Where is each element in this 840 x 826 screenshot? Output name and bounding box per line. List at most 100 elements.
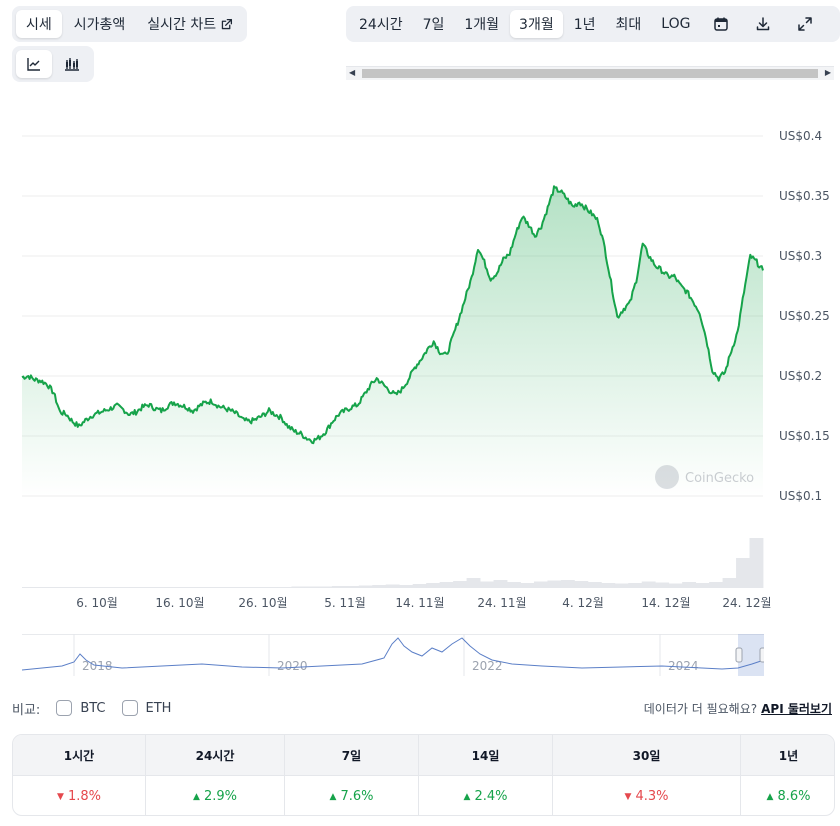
change-value: 2.9% bbox=[203, 789, 237, 804]
external-link-icon bbox=[221, 18, 233, 29]
navigator-year-label: 2024 bbox=[668, 659, 699, 673]
x-tick-label: 5. 11월 bbox=[324, 596, 366, 610]
range-7d[interactable]: 7일 bbox=[422, 17, 445, 33]
scroll-left-icon[interactable]: ◀ bbox=[349, 68, 356, 77]
x-tick-label: 24. 11월 bbox=[477, 596, 526, 610]
volume-bar bbox=[493, 580, 508, 588]
navigator-left-handle[interactable] bbox=[735, 647, 743, 663]
more-data-prompt: 데이터가 더 필요해요? API 둘러보기 bbox=[644, 698, 832, 718]
volume-bar bbox=[358, 585, 373, 588]
fullscreen-button[interactable] bbox=[785, 10, 825, 38]
volume-bar bbox=[331, 586, 346, 588]
volume-bar bbox=[385, 584, 400, 588]
volume-bar bbox=[224, 587, 238, 588]
line-chart-icon bbox=[27, 58, 40, 71]
y-tick-label: US$0.25 bbox=[779, 309, 830, 323]
change-cell: ▼ 4.3% bbox=[553, 776, 741, 815]
tab-live-chart[interactable]: 실시간 차트 bbox=[137, 10, 243, 38]
x-tick-label: 24. 12월 bbox=[722, 596, 771, 610]
period-header: 7일 bbox=[285, 735, 419, 776]
change-cell: ▼ 1.8% bbox=[13, 776, 146, 815]
range-1m[interactable]: 1개월 bbox=[464, 17, 500, 33]
range-navigator[interactable]: 2018 2020 2022 2024 bbox=[22, 634, 764, 676]
volume-bar bbox=[695, 583, 710, 588]
candlestick-button[interactable] bbox=[54, 50, 90, 78]
change-value: 8.6% bbox=[777, 789, 811, 804]
x-tick-label: 26. 10월 bbox=[238, 596, 287, 610]
compare-btc[interactable]: BTC bbox=[56, 700, 106, 716]
eth-checkbox[interactable] bbox=[121, 700, 138, 716]
compare-eth[interactable]: ETH bbox=[121, 700, 172, 716]
btc-checkbox[interactable] bbox=[56, 700, 73, 716]
volume-bar bbox=[210, 587, 225, 588]
volume-bar bbox=[507, 582, 521, 588]
y-tick-label: US$0.3 bbox=[779, 249, 822, 263]
eth-label: ETH bbox=[145, 700, 172, 716]
y-tick-label: US$0.1 bbox=[779, 489, 822, 503]
volume-bar bbox=[547, 580, 562, 588]
volume-bar bbox=[722, 578, 737, 588]
volume-bar bbox=[601, 583, 616, 588]
change-value: 4.3% bbox=[635, 789, 669, 804]
navigator-year-label: 2022 bbox=[472, 659, 503, 673]
y-tick-label: US$0.35 bbox=[779, 189, 830, 203]
volume-bar bbox=[641, 581, 656, 588]
expand-icon bbox=[798, 17, 813, 31]
time-range-selector: 24시간 7일 1개월 3개월 1년 최대 LOG bbox=[346, 6, 840, 42]
volume-bar bbox=[62, 587, 77, 588]
volume-bar bbox=[156, 587, 171, 588]
x-tick-label: 16. 10월 bbox=[155, 596, 204, 610]
range-1y[interactable]: 1년 bbox=[573, 17, 596, 33]
x-tick-label: 14. 11월 bbox=[395, 596, 444, 610]
gecko-logo-icon bbox=[655, 465, 679, 489]
period-header: 1년 bbox=[741, 735, 834, 776]
tab-price[interactable]: 시세 bbox=[16, 10, 62, 38]
price-chart[interactable]: US$0.4 US$0.35 US$0.3 US$0.25 US$0.2 US$0.15 U… bbox=[0, 120, 840, 620]
range-max[interactable]: 최대 bbox=[615, 17, 642, 33]
range-24h[interactable]: 24시간 bbox=[359, 17, 403, 33]
volume-bar bbox=[89, 587, 104, 588]
volume-bar bbox=[439, 582, 454, 588]
period-header: 14일 bbox=[419, 735, 553, 776]
volume-bar bbox=[466, 578, 481, 588]
period-header: 24시간 bbox=[146, 735, 285, 776]
range-scrollbar[interactable]: ◀ ▶ bbox=[346, 66, 834, 80]
navigator-right-handle[interactable] bbox=[759, 647, 764, 663]
volume-bar bbox=[304, 586, 319, 588]
more-data-text: 데이터가 더 필요해요? bbox=[643, 701, 758, 716]
compare-row: 비교: BTC ETH bbox=[12, 698, 171, 718]
scrollbar-thumb[interactable] bbox=[362, 69, 818, 78]
volume-bar bbox=[183, 587, 198, 588]
volume-bar bbox=[709, 582, 723, 588]
volume-bar bbox=[277, 587, 292, 588]
download-button[interactable] bbox=[743, 10, 783, 38]
api-link[interactable]: API 둘러보기 bbox=[761, 701, 832, 716]
change-cell: ▲ 2.4% bbox=[419, 776, 553, 815]
volume-bar bbox=[372, 585, 387, 588]
volume-bars bbox=[22, 538, 764, 588]
download-icon bbox=[757, 17, 770, 31]
volume-bar bbox=[736, 558, 750, 588]
change-value: 7.6% bbox=[340, 789, 374, 804]
volume-bar bbox=[668, 583, 683, 588]
chart-type-tabs: 시세 시가총액 실시간 차트 bbox=[12, 6, 248, 42]
volume-bar bbox=[682, 582, 697, 588]
btc-label: BTC bbox=[80, 700, 106, 716]
volume-bar bbox=[480, 581, 494, 588]
volume-bar bbox=[345, 586, 360, 588]
volume-bar bbox=[587, 582, 602, 588]
volume-bar bbox=[116, 587, 131, 588]
down-triangle-icon: ▼ bbox=[57, 791, 64, 802]
tab-market-cap[interactable]: 시가총액 bbox=[73, 17, 126, 33]
scroll-right-icon[interactable]: ▶ bbox=[824, 68, 831, 77]
volume-bar bbox=[22, 587, 36, 588]
range-log[interactable]: LOG bbox=[661, 16, 691, 32]
volume-bar bbox=[533, 581, 548, 588]
volume-bar bbox=[318, 586, 333, 588]
x-axis-labels: 6. 10월 16. 10월 26. 10월 5. 11월 14. 11월 24. 11월… bbox=[76, 596, 771, 610]
range-3m[interactable]: 3개월 bbox=[510, 10, 563, 38]
x-tick-label: 4. 12월 bbox=[562, 596, 604, 610]
volume-bar bbox=[453, 581, 467, 588]
calendar-button[interactable] bbox=[701, 10, 741, 38]
line-chart-button[interactable] bbox=[16, 50, 52, 78]
